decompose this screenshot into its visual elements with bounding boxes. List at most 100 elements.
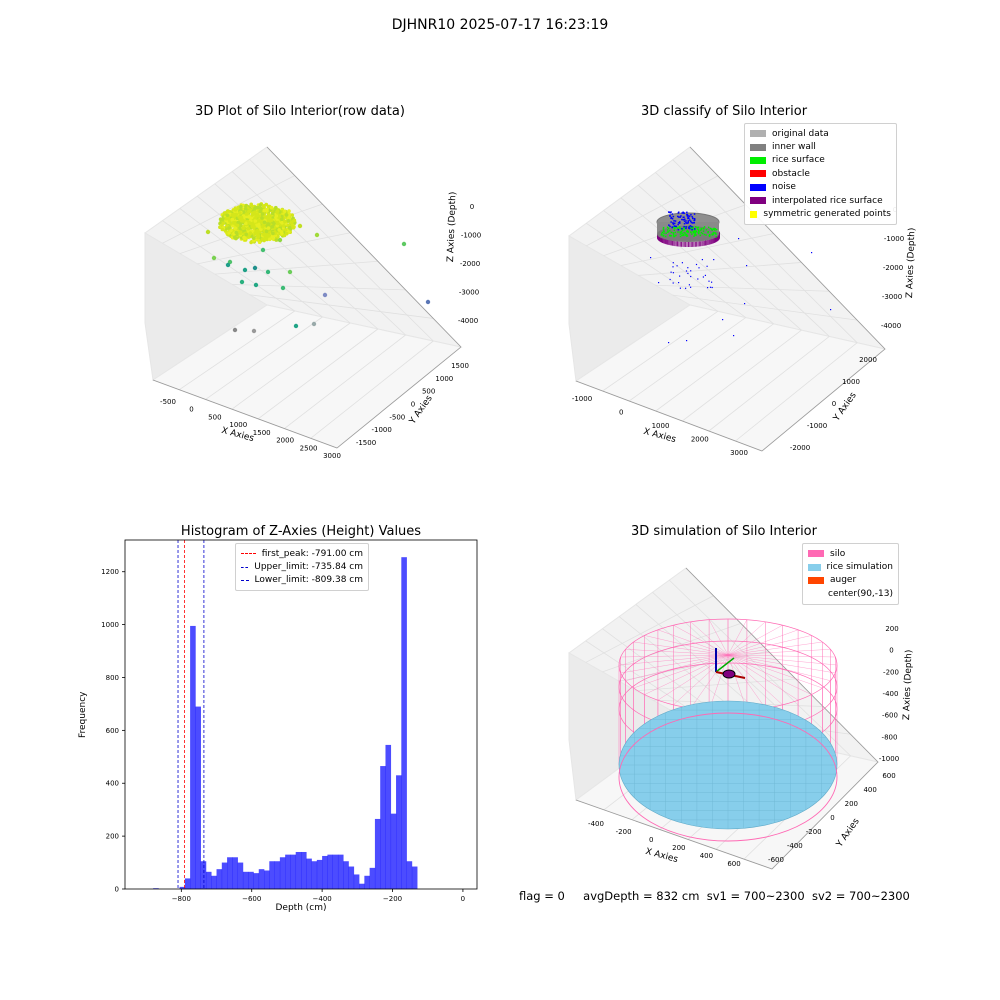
- noise-point: [673, 220, 675, 222]
- z-tick-label: 0: [889, 647, 893, 655]
- noise-point: [698, 267, 700, 269]
- interpolated-point: [686, 242, 688, 247]
- interpolated-point: [668, 240, 670, 245]
- grid-line: [179, 208, 323, 318]
- rice-surface-point: [712, 233, 715, 235]
- z-axis-line: [685, 567, 879, 763]
- data-point: [297, 223, 303, 229]
- noise-point: [672, 215, 675, 218]
- noise-point: [677, 223, 679, 226]
- rice-surface-point: [708, 235, 711, 238]
- rice-surface-point: [678, 226, 681, 228]
- noise-point: [672, 262, 674, 264]
- rice-surface-point: [670, 235, 672, 237]
- rice-surface-point: [667, 229, 669, 231]
- x-tick-label: 1000: [229, 421, 247, 429]
- x-tick-label: 0: [461, 895, 465, 903]
- data-point: [253, 207, 257, 211]
- z-axis-line: [266, 146, 462, 348]
- noise-point: [671, 213, 674, 215]
- y-axis-line: [761, 348, 886, 452]
- x-tick-label: −800: [172, 895, 191, 903]
- silo-roof-wire: [727, 654, 836, 658]
- data-point: [277, 228, 282, 232]
- data-point: [221, 217, 226, 221]
- grid-line: [603, 210, 746, 318]
- legend-entry: symmetric generated points: [750, 207, 891, 220]
- rice-surface-point: [681, 234, 683, 237]
- data-point: [251, 328, 257, 334]
- rice-surface-point: [692, 227, 694, 229]
- interpolated-point: [716, 236, 718, 242]
- rice-surface-point: [660, 234, 663, 236]
- legend-entry: obstacle: [750, 167, 891, 180]
- noise-point: [676, 265, 678, 267]
- y-tick-label: 0: [832, 400, 836, 408]
- legend-entry: rice surface: [750, 154, 891, 167]
- data-point: [284, 213, 289, 217]
- data-point: [286, 219, 291, 223]
- data-point: [268, 237, 272, 242]
- noise-point: [685, 287, 687, 289]
- x-tick-label: −600: [242, 895, 261, 903]
- rice-surface-point: [714, 232, 717, 234]
- data-point: [290, 220, 294, 225]
- y-tick-label: -1000: [371, 426, 391, 434]
- rice-surface-point: [702, 227, 705, 230]
- data-point: [311, 321, 317, 327]
- data-point: [270, 234, 275, 239]
- rice-surface-point: [694, 232, 696, 234]
- y-tick-label: -400: [787, 842, 803, 850]
- histogram-bar: [380, 766, 386, 889]
- rice-surface-point: [685, 233, 688, 236]
- noise-point: [738, 238, 740, 240]
- noise-point: [668, 342, 670, 344]
- status-footer: flag = 0 avgDepth = 832 cm sv1 = 700~230…: [519, 889, 910, 903]
- silo-roof-wire: [727, 654, 812, 695]
- data-point: [231, 221, 236, 225]
- rice-surface-point: [703, 226, 706, 228]
- data-point: [227, 231, 231, 235]
- legend-entry: rice simulation: [808, 560, 893, 573]
- legend-label: symmetric generated points: [763, 209, 891, 220]
- legend-swatch: [750, 143, 766, 151]
- noise-point: [679, 275, 681, 277]
- rice-surface-point: [709, 227, 712, 230]
- noise-point: [708, 280, 710, 282]
- rice-surface-point: [684, 232, 686, 234]
- interpolated-point: [708, 239, 710, 245]
- rice-surface-point: [672, 233, 675, 235]
- noise-point: [688, 284, 690, 286]
- noise-point: [678, 216, 680, 218]
- noise-point: [680, 215, 682, 217]
- noise-point: [693, 222, 695, 224]
- y-tick-label: -1500: [356, 439, 376, 447]
- interpolated-point: [664, 238, 666, 244]
- histogram-bar: [248, 871, 254, 889]
- legend-swatch: [808, 576, 824, 584]
- data-point: [230, 217, 235, 222]
- histogram-bar: [179, 886, 186, 889]
- x-tick-label: 3000: [730, 449, 748, 457]
- x-tick-label: 600: [727, 860, 740, 868]
- noise-point: [701, 259, 703, 261]
- grid-line: [214, 260, 378, 275]
- data-point: [257, 240, 262, 244]
- rice-surface-point: [683, 228, 685, 230]
- silo-roof-wire: [620, 654, 729, 658]
- y-tick-label: -2000: [790, 444, 810, 452]
- silo-roof-wire: [625, 649, 729, 656]
- rice-surface-point: [712, 228, 715, 230]
- data-point: [244, 232, 248, 237]
- legend-label: auger: [830, 575, 857, 586]
- data-point: [265, 269, 271, 275]
- rice-surface-point: [668, 230, 671, 232]
- interpolated-point: [698, 241, 700, 247]
- plot4-title: 3D simulation of Silo Interior: [631, 524, 817, 539]
- rice-surface-point: [713, 227, 715, 230]
- interpolated-point: [660, 236, 661, 242]
- legend-swatch: [750, 170, 766, 178]
- data-point: [242, 267, 248, 273]
- grid-line: [231, 322, 351, 410]
